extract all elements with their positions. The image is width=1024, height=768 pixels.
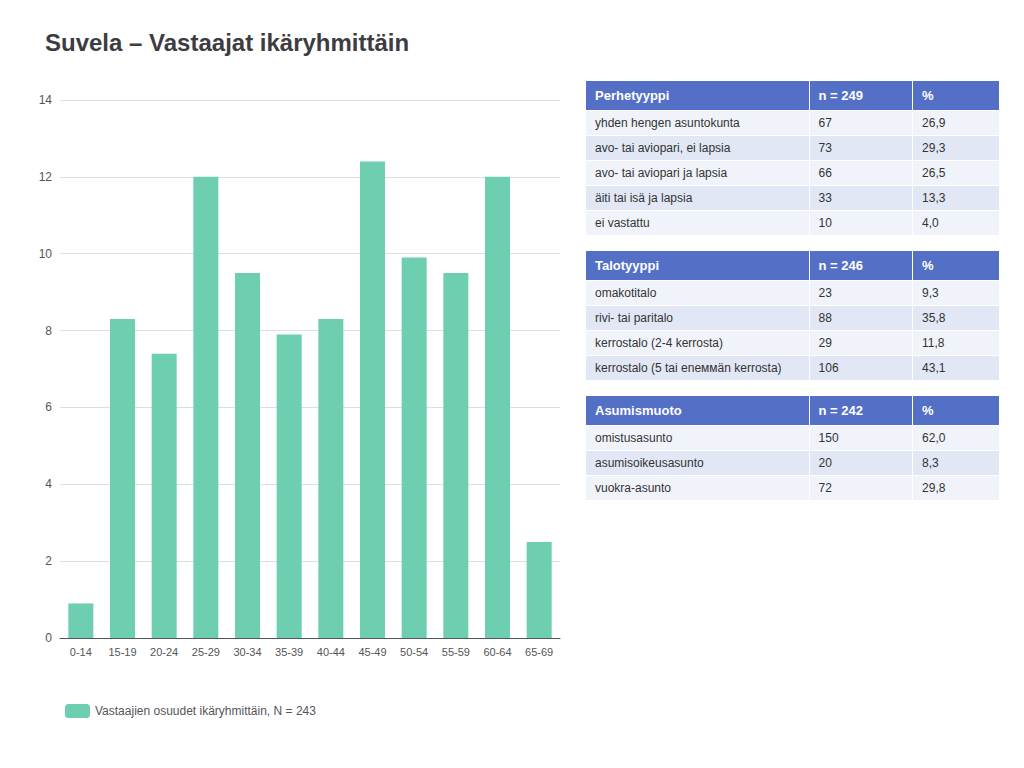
html-text:43,1: 43,1 xyxy=(922,361,946,375)
html-text:rivi- tai paritalo: rivi- tai paritalo xyxy=(595,311,673,325)
html-text:33: 33 xyxy=(818,191,832,205)
svg-text:Suvela – Vastaajat ikäryhmittä: Suvela – Vastaajat ikäryhmittäin xyxy=(45,29,409,56)
html-text:kerrostalo (5 tai enеммän kerr: kerrostalo (5 tai enеммän kerrosta) xyxy=(595,361,782,375)
html-text:106: 106 xyxy=(818,361,839,375)
html-text:4,0: 4,0 xyxy=(922,216,939,230)
svg-text:20-24: 20-24 xyxy=(150,646,178,658)
html-text:29: 29 xyxy=(818,336,832,350)
svg-text:Vastaajien osuudet ikäryhmittä: Vastaajien osuudet ikäryhmittäin, N = 24… xyxy=(95,704,316,718)
svg-text:60-64: 60-64 xyxy=(483,646,511,658)
html-text:omistusasunto: omistusasunto xyxy=(595,431,673,445)
html-text:omakotitalo: omakotitalo xyxy=(595,286,657,300)
html-text:asumisoikeusasunto: asumisoikeusasunto xyxy=(595,456,704,470)
html-text:äiti tai isä ja lapsia: äiti tai isä ja lapsia xyxy=(595,191,693,205)
html-text:avo- tai aviopari ja lapsia: avo- tai aviopari ja lapsia xyxy=(595,166,728,180)
svg-text:6: 6 xyxy=(45,400,52,414)
html-text:n = 242: n = 242 xyxy=(818,403,863,418)
svg-text:30-34: 30-34 xyxy=(233,646,261,658)
html-text:66: 66 xyxy=(818,166,832,180)
svg-text:14: 14 xyxy=(39,93,53,107)
svg-text:10: 10 xyxy=(39,247,53,261)
html-text:73: 73 xyxy=(818,141,832,155)
html-text:vuokra-asunto: vuokra-asunto xyxy=(595,481,671,495)
svg-text:15-19: 15-19 xyxy=(108,646,136,658)
svg-text:12: 12 xyxy=(39,170,53,184)
html-text:Asumismuoto: Asumismuoto xyxy=(595,403,682,418)
html-text:10: 10 xyxy=(818,216,832,230)
html-text:26,5: 26,5 xyxy=(922,166,946,180)
html-text:67: 67 xyxy=(818,116,832,130)
svg-text:45-49: 45-49 xyxy=(358,646,386,658)
html-text:9,3: 9,3 xyxy=(922,286,939,300)
svg-text:65-69: 65-69 xyxy=(525,646,553,658)
html-text:Talotyyppi: Talotyyppi xyxy=(595,258,659,273)
html-text:20: 20 xyxy=(818,456,832,470)
svg-text:40-44: 40-44 xyxy=(317,646,345,658)
html-text:26,9: 26,9 xyxy=(922,116,946,130)
svg-text:25-29: 25-29 xyxy=(192,646,220,658)
html-text:yhden hengen asuntokunta: yhden hengen asuntokunta xyxy=(595,116,740,130)
html-text:29,8: 29,8 xyxy=(922,481,946,495)
html-text:13,3: 13,3 xyxy=(922,191,946,205)
html-text:avo- tai aviopari, ei lapsia: avo- tai aviopari, ei lapsia xyxy=(595,141,731,155)
html-text:Perhetyyppi: Perhetyyppi xyxy=(595,88,670,103)
html-text:150: 150 xyxy=(818,431,839,445)
html-text:35,8: 35,8 xyxy=(922,311,946,325)
html-text:8,3: 8,3 xyxy=(922,456,939,470)
svg-text:2: 2 xyxy=(45,554,52,568)
html-text:n = 246: n = 246 xyxy=(818,258,863,273)
svg-text:4: 4 xyxy=(45,477,52,491)
html-text:62,0: 62,0 xyxy=(922,431,946,445)
svg-text:0-14: 0-14 xyxy=(70,646,92,658)
svg-text:50-54: 50-54 xyxy=(400,646,428,658)
html-text:23: 23 xyxy=(818,286,832,300)
svg-text:35-39: 35-39 xyxy=(275,646,303,658)
html-text:88: 88 xyxy=(818,311,832,325)
svg-text:0: 0 xyxy=(45,631,52,645)
html-text:29,3: 29,3 xyxy=(922,141,946,155)
html-text:11,8: 11,8 xyxy=(922,336,945,350)
html-text:ei vastattu: ei vastattu xyxy=(595,216,650,230)
html-text:72: 72 xyxy=(818,481,832,495)
html-text:kerrostalo (2-4 kerrosta): kerrostalo (2-4 kerrosta) xyxy=(595,336,723,350)
svg-text:55-59: 55-59 xyxy=(442,646,470,658)
html-text:n = 249: n = 249 xyxy=(818,88,863,103)
svg-text:8: 8 xyxy=(45,324,52,338)
